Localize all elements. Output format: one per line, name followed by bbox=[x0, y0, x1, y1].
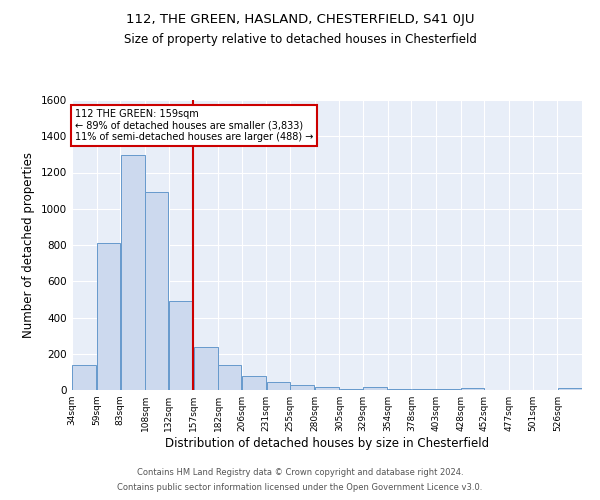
Bar bbox=[194, 348, 218, 390]
Bar bbox=[121, 156, 145, 390]
Text: Contains public sector information licensed under the Open Government Licence v3: Contains public sector information licen… bbox=[118, 483, 482, 492]
Bar bbox=[436, 389, 460, 390]
Text: Contains HM Land Registry data © Crown copyright and database right 2024.: Contains HM Land Registry data © Crown c… bbox=[137, 468, 463, 477]
X-axis label: Distribution of detached houses by size in Chesterfield: Distribution of detached houses by size … bbox=[165, 437, 489, 450]
Bar bbox=[290, 386, 314, 390]
Bar bbox=[145, 192, 169, 390]
Text: 112, THE GREEN, HASLAND, CHESTERFIELD, S41 0JU: 112, THE GREEN, HASLAND, CHESTERFIELD, S… bbox=[126, 12, 474, 26]
Bar bbox=[266, 382, 290, 390]
Bar bbox=[72, 364, 97, 390]
Bar bbox=[461, 388, 484, 390]
Bar bbox=[218, 364, 241, 390]
Bar bbox=[315, 388, 339, 390]
Bar bbox=[363, 388, 388, 390]
Text: Size of property relative to detached houses in Chesterfield: Size of property relative to detached ho… bbox=[124, 32, 476, 46]
Y-axis label: Number of detached properties: Number of detached properties bbox=[22, 152, 35, 338]
Bar bbox=[97, 243, 120, 390]
Bar bbox=[169, 301, 193, 390]
Bar bbox=[242, 376, 266, 390]
Text: 112 THE GREEN: 159sqm
← 89% of detached houses are smaller (3,833)
11% of semi-d: 112 THE GREEN: 159sqm ← 89% of detached … bbox=[74, 108, 313, 142]
Bar bbox=[388, 389, 411, 390]
Bar bbox=[557, 388, 582, 390]
Bar bbox=[340, 389, 363, 390]
Bar bbox=[412, 389, 436, 390]
